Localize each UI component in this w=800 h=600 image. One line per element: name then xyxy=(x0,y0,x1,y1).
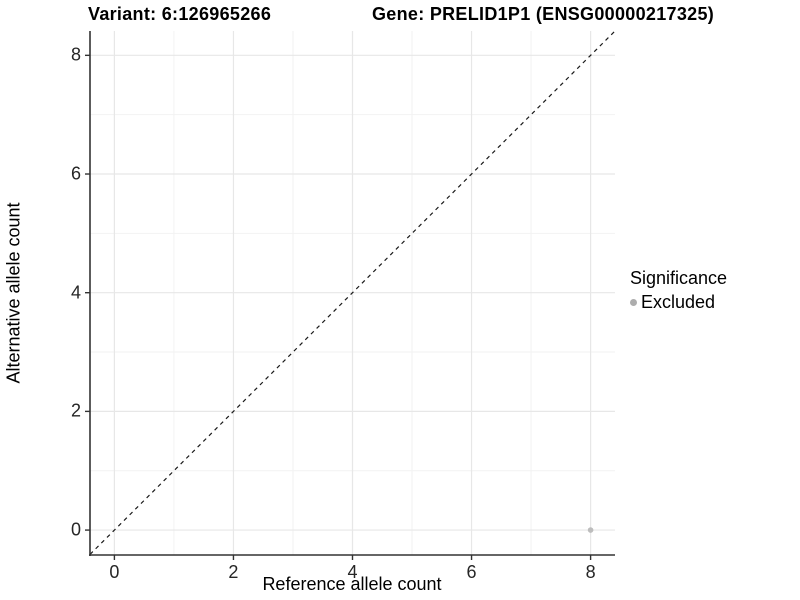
x-axis-title: Reference allele count xyxy=(262,574,442,594)
data-point xyxy=(587,527,594,533)
x-tick-label: 8 xyxy=(585,562,596,582)
y-tick-label: 0 xyxy=(70,519,81,540)
legend-items: Excluded xyxy=(630,292,727,313)
y-tick-label: 6 xyxy=(70,163,81,184)
variant-title: Variant: 6:126965266 xyxy=(88,4,272,24)
y-axis-title: Alternative allele count xyxy=(3,202,24,384)
legend-point-icon xyxy=(630,299,637,306)
y-tick-label: 4 xyxy=(70,282,81,303)
x-tick-label: 0 xyxy=(109,562,120,582)
y-tick-label: 8 xyxy=(70,44,81,65)
legend-title: Significance xyxy=(630,268,728,288)
legend-item: Excluded xyxy=(630,292,727,313)
identity-dashed-line xyxy=(89,30,616,555)
x-tick-label: 6 xyxy=(466,562,477,582)
x-tick-label: 4 xyxy=(347,562,358,582)
x-tick-label: 2 xyxy=(228,562,239,582)
y-tick-label: 2 xyxy=(70,400,81,421)
gene-title: Gene: PRELID1P1 (ENSG00000217325) xyxy=(372,4,715,24)
legend-item-label: Excluded xyxy=(641,292,716,312)
legend: Significance Excluded xyxy=(630,268,727,313)
